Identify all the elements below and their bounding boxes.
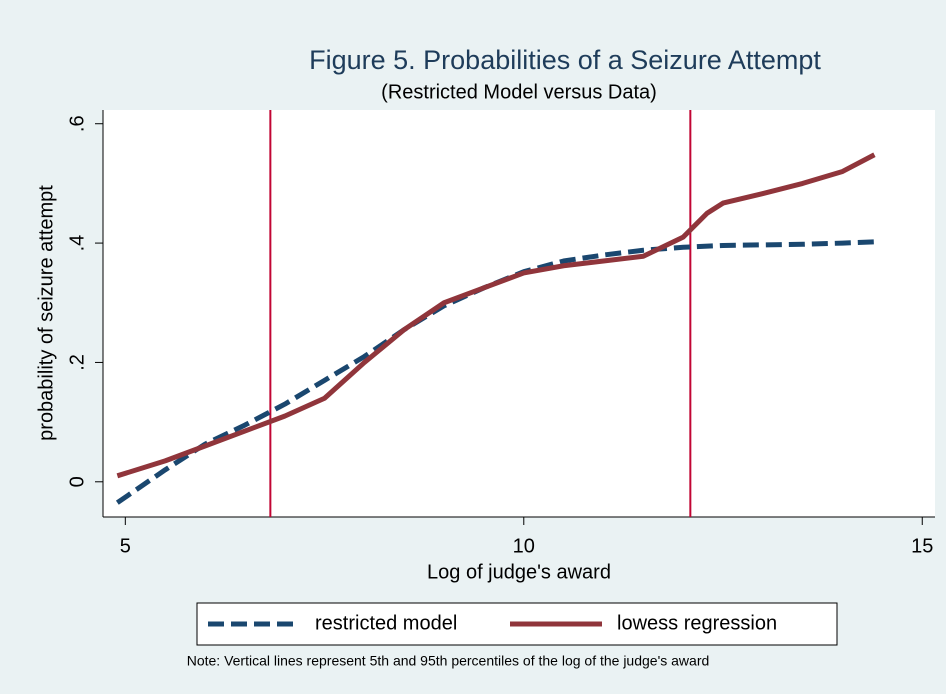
- y-tick-label: 0: [66, 476, 88, 487]
- x-tick-label: 10: [513, 535, 535, 557]
- series-line: [116, 152, 876, 479]
- x-axis-label: Log of judge's award: [427, 561, 611, 583]
- legend-label: lowess regression: [617, 612, 777, 634]
- y-tick-label: .6: [66, 115, 88, 132]
- y-axis-label: probability of seizure attempt: [35, 185, 57, 441]
- x-tick-label: 15: [911, 535, 933, 557]
- y-tick-label: .2: [66, 354, 88, 371]
- y-tick-label: .4: [66, 235, 88, 252]
- legend-label: restricted model: [315, 612, 457, 634]
- plot-area: [103, 110, 935, 517]
- chart-subtitle: (Restricted Model versus Data): [381, 81, 657, 103]
- note: Note: Vertical lines represent 5th and 9…: [187, 653, 710, 669]
- x-tick-label: 5: [120, 535, 131, 557]
- chart-title: Figure 5. Probabilities of a Seizure Att…: [309, 45, 821, 75]
